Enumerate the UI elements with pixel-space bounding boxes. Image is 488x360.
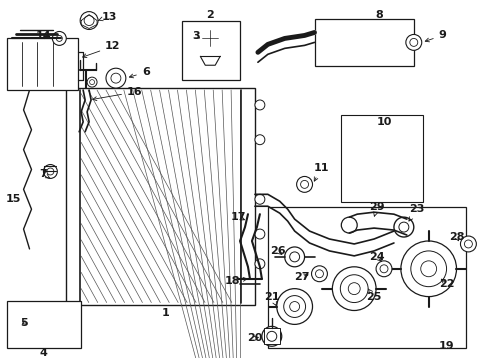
Circle shape [205,33,215,44]
Bar [7,301,81,348]
Circle shape [21,315,41,334]
Circle shape [289,252,299,262]
Circle shape [89,80,94,85]
Circle shape [254,259,264,269]
Text: 24: 24 [368,252,384,262]
Circle shape [84,15,94,26]
Circle shape [375,261,391,277]
Text: 22: 22 [438,279,453,289]
Circle shape [464,240,471,248]
Text: 14: 14 [36,31,51,41]
Circle shape [111,73,121,83]
Text: 27: 27 [293,272,309,282]
Circle shape [393,217,413,237]
Bar [267,207,466,348]
Text: 25: 25 [366,289,381,302]
Circle shape [460,236,475,252]
Circle shape [347,283,360,294]
Circle shape [106,68,125,88]
Text: 28: 28 [448,232,463,242]
Circle shape [276,289,312,324]
Text: 19: 19 [438,341,453,351]
Bar [7,39,78,90]
Text: 9: 9 [425,31,446,42]
Circle shape [283,296,305,318]
Text: 13: 13 [98,12,117,22]
Circle shape [340,275,367,302]
Circle shape [296,176,312,192]
Circle shape [405,35,421,50]
Text: 1: 1 [162,309,169,319]
Bar [182,21,240,80]
Circle shape [289,302,299,311]
Circle shape [49,315,69,334]
Circle shape [410,251,446,287]
Circle shape [200,28,220,48]
Bar [314,19,413,66]
Circle shape [266,331,276,341]
Text: 6: 6 [129,67,149,78]
Text: 16: 16 [93,87,142,100]
Text: 4: 4 [40,348,47,358]
Circle shape [409,39,417,46]
Bar [66,88,254,305]
Bar [341,115,422,202]
Text: 8: 8 [374,10,382,19]
Text: 23: 23 [408,204,424,221]
Circle shape [315,270,323,278]
Circle shape [56,35,62,41]
Text: 10: 10 [376,117,391,127]
Circle shape [262,327,281,346]
Text: 26: 26 [269,246,285,256]
Text: 18: 18 [224,276,246,286]
Text: 15: 15 [6,194,21,204]
Circle shape [398,222,408,232]
Text: 17: 17 [230,212,245,222]
Circle shape [52,31,66,45]
Circle shape [341,217,356,233]
Text: 3: 3 [192,31,200,41]
Circle shape [54,319,64,329]
Bar [264,328,279,344]
Text: 29: 29 [368,202,384,216]
Circle shape [26,319,37,329]
Circle shape [284,247,304,267]
Circle shape [254,100,264,110]
Circle shape [311,266,327,282]
Text: 21: 21 [264,292,279,306]
Circle shape [254,135,264,145]
Circle shape [80,12,98,30]
Circle shape [47,168,54,175]
Text: 20: 20 [247,333,262,343]
Text: 11: 11 [313,162,328,181]
Text: 5: 5 [20,318,27,328]
Circle shape [420,261,436,277]
Circle shape [400,241,456,297]
Text: 2: 2 [206,10,214,19]
Text: 7: 7 [40,170,50,180]
Circle shape [43,165,57,179]
Circle shape [254,194,264,204]
Circle shape [87,77,97,87]
Text: 12: 12 [82,41,121,58]
Circle shape [254,229,264,239]
Circle shape [379,265,387,273]
Circle shape [300,180,308,188]
Circle shape [332,267,375,310]
